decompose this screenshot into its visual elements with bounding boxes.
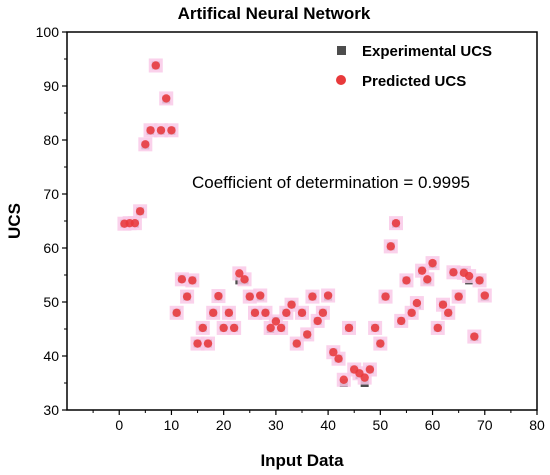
r2-annotation: Coefficient of determination = 0.9995: [192, 173, 470, 192]
predicted-point: [344, 323, 354, 333]
legend-predicted-label: Predicted UCS: [362, 73, 466, 90]
predicted-point: [423, 275, 432, 284]
predicted-points: [117, 58, 492, 387]
predicted-point: [397, 316, 406, 326]
y-tick-label: 80: [43, 132, 59, 148]
x-tick-label: 40: [320, 417, 336, 433]
legend-predicted-marker: [336, 75, 346, 85]
x-tick-label: 80: [529, 417, 545, 433]
y-tick-label: 70: [43, 186, 59, 202]
predicted-point: [261, 308, 270, 317]
y-tick-label: 60: [43, 240, 59, 256]
predicted-point: [444, 308, 453, 317]
predicted-point: [235, 269, 244, 278]
predicted-point: [219, 323, 228, 333]
predicted-point: [229, 323, 239, 333]
y-tick-label: 30: [43, 402, 59, 418]
predicted-point: [292, 339, 301, 348]
predicted-point: [376, 339, 385, 348]
legend-experimental-label: Experimental UCS: [362, 43, 492, 60]
x-tick-label: 60: [425, 417, 441, 433]
predicted-point: [308, 292, 317, 301]
predicted-point: [438, 300, 448, 309]
predicted-point: [303, 330, 312, 339]
predicted-point: [449, 268, 458, 277]
predicted-point: [329, 348, 338, 357]
predicted-point: [172, 308, 181, 317]
predicted-point: [480, 291, 489, 300]
y-axis-title: UCS: [5, 203, 24, 239]
predicted-point: [141, 140, 150, 149]
y-tick-label: 50: [43, 294, 59, 310]
predicted-point: [250, 308, 260, 317]
predicted-point: [266, 323, 275, 333]
predicted-point: [224, 308, 234, 317]
predicted-point: [339, 375, 348, 384]
predicted-point: [360, 373, 369, 382]
predicted-point: [135, 207, 145, 216]
predicted-point: [198, 323, 207, 333]
x-axis-title: Input Data: [260, 451, 344, 470]
predicted-point: [470, 332, 479, 341]
predicted-point: [464, 271, 474, 281]
predicted-point: [130, 218, 140, 228]
predicted-point: [381, 292, 390, 301]
predicted-point: [146, 126, 155, 135]
predicted-point: [407, 308, 416, 317]
x-tick-label: 20: [216, 417, 232, 433]
predicted-point: [417, 266, 427, 275]
legend: Experimental UCS Predicted UCS: [336, 43, 492, 90]
predicted-point: [271, 317, 281, 326]
predicted-point: [297, 308, 307, 317]
predicted-point: [313, 316, 322, 326]
x-tick-label: 70: [477, 417, 493, 433]
predicted-point: [203, 339, 213, 348]
predicted-point: [287, 300, 296, 309]
predicted-point: [182, 292, 192, 301]
predicted-point: [256, 291, 265, 300]
predicted-point: [214, 291, 223, 301]
predicted-point: [177, 275, 187, 284]
predicted-point: [240, 275, 249, 284]
x-tick-label: 0: [115, 417, 123, 433]
predicted-point: [402, 276, 411, 285]
predicted-point: [334, 354, 343, 363]
predicted-point: [188, 276, 197, 285]
predicted-point: [370, 323, 380, 333]
x-axis: 0 10 20 30 40 50 60 70 80: [92, 410, 545, 433]
x-tick-label: 30: [268, 417, 284, 433]
x-tick-label: 50: [373, 417, 389, 433]
predicted-point: [282, 308, 291, 317]
y-tick-label: 40: [43, 348, 59, 364]
y-tick-label: 100: [36, 24, 60, 40]
y-tick-label: 90: [43, 78, 59, 94]
predicted-point: [156, 126, 166, 135]
predicted-point: [365, 365, 375, 374]
predicted-point: [428, 258, 437, 268]
chart-title: Artifical Neural Network: [178, 4, 371, 23]
predicted-point: [276, 323, 286, 333]
predicted-point: [391, 218, 401, 228]
predicted-point: [475, 276, 484, 285]
predicted-point: [433, 323, 442, 333]
predicted-point: [454, 292, 463, 301]
predicted-point: [318, 308, 328, 317]
predicted-point: [245, 292, 254, 301]
y-axis: 30 40 50 60 70 80 90 100: [36, 24, 67, 418]
predicted-point: [323, 291, 333, 300]
predicted-point: [151, 61, 160, 70]
predicted-point: [167, 126, 176, 135]
predicted-point: [412, 298, 422, 308]
predicted-point: [386, 242, 395, 251]
x-tick-label: 10: [164, 417, 180, 433]
legend-experimental-marker: [337, 46, 346, 55]
predicted-point: [209, 308, 218, 317]
predicted-point: [193, 339, 202, 348]
predicted-point: [162, 94, 171, 103]
